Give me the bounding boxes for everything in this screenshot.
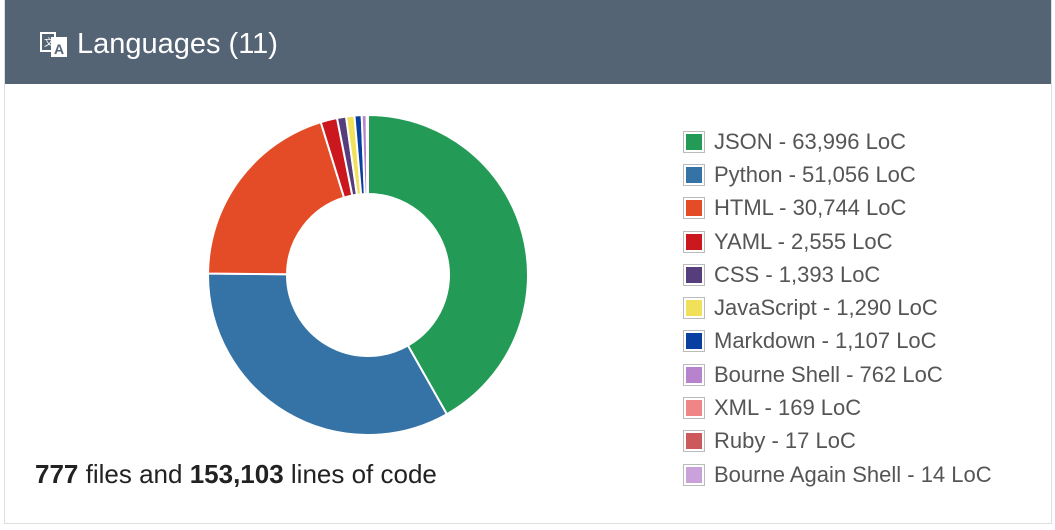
legend-swatch-color xyxy=(686,266,702,283)
legend-swatch-color xyxy=(686,133,702,150)
legend-swatch-color xyxy=(686,300,702,317)
legend-item-ruby[interactable]: Ruby - 17 LoC xyxy=(683,425,992,458)
legend-item-bourne-again-shell[interactable]: Bourne Again Shell - 14 LoC xyxy=(683,458,992,491)
legend-swatch xyxy=(683,397,705,420)
legend-swatch-color xyxy=(686,166,702,183)
legend-swatch xyxy=(683,297,705,320)
legend-item-yaml[interactable]: YAML - 2,555 LoC xyxy=(683,225,992,258)
legend-label: XML - 169 LoC xyxy=(714,395,862,421)
legend-item-javascript[interactable]: JavaScript - 1,290 LoC xyxy=(683,291,992,324)
legend-item-json[interactable]: JSON - 63,996 LoC xyxy=(683,125,992,158)
legend-item-html[interactable]: HTML - 30,744 LoC xyxy=(683,192,992,225)
lines-suffix: lines of code xyxy=(283,459,437,489)
legend-swatch-color xyxy=(686,333,702,350)
legend-swatch xyxy=(683,363,705,386)
legend-label: CSS - 1,393 LoC xyxy=(714,261,881,287)
legend-label: JavaScript - 1,290 LoC xyxy=(714,295,938,321)
legend-label: Markdown - 1,107 LoC xyxy=(714,328,937,354)
legend-label: HTML - 30,744 LoC xyxy=(714,195,907,221)
languages-donut-chart xyxy=(206,113,529,436)
donut-slice-python[interactable] xyxy=(207,272,449,436)
legend-swatch xyxy=(683,130,705,153)
legend-item-xml[interactable]: XML - 169 LoC xyxy=(683,391,992,424)
svg-text:文: 文 xyxy=(44,36,54,49)
language-count: (11) xyxy=(228,28,278,60)
legend-swatch-color xyxy=(686,466,702,483)
legend-swatch xyxy=(683,230,705,253)
legend-swatch xyxy=(683,163,705,186)
legend-swatch xyxy=(683,263,705,286)
legend-swatch xyxy=(683,330,705,353)
legend-swatch-color xyxy=(686,366,702,383)
donut-slice-json[interactable] xyxy=(367,113,529,416)
code-summary: 777 files and 153,103 lines of code xyxy=(35,458,437,490)
file-count: 777 xyxy=(35,459,79,489)
legend-swatch xyxy=(683,197,705,220)
chart-legend: JSON - 63,996 LoC Python - 51,056 LoC HTML… xyxy=(683,125,992,491)
svg-text:A: A xyxy=(54,41,64,57)
legend-label: YAML - 2,555 LoC xyxy=(714,228,893,254)
legend-label: JSON - 63,996 LoC xyxy=(714,128,906,154)
panel-header: 文 A Languages (11) xyxy=(5,0,1051,84)
panel-title-text: Languages xyxy=(77,28,221,60)
legend-swatch-color xyxy=(686,433,702,450)
legend-swatch xyxy=(683,463,705,486)
legend-swatch xyxy=(683,430,705,453)
panel-title: Languages (11) xyxy=(77,26,278,62)
files-suffix: files and xyxy=(78,459,190,489)
legend-swatch-color xyxy=(686,400,702,417)
donut-slice-html[interactable] xyxy=(206,120,346,276)
legend-label: Python - 51,056 LoC xyxy=(714,161,916,187)
legend-label: Bourne Again Shell - 14 LoC xyxy=(714,461,992,487)
legend-item-markdown[interactable]: Markdown - 1,107 LoC xyxy=(683,325,992,358)
translate-icon: 文 A xyxy=(40,32,67,57)
languages-panel: 文 A Languages (11) 777 files and 153,103 … xyxy=(4,0,1052,524)
legend-item-bourne-shell[interactable]: Bourne Shell - 762 LoC xyxy=(683,358,992,391)
legend-item-python[interactable]: Python - 51,056 LoC xyxy=(683,158,992,191)
legend-label: Bourne Shell - 762 LoC xyxy=(714,361,943,387)
legend-swatch-color xyxy=(686,233,702,250)
legend-item-css[interactable]: CSS - 1,393 LoC xyxy=(683,258,992,291)
line-count: 153,103 xyxy=(189,459,284,489)
legend-label: Ruby - 17 LoC xyxy=(714,428,856,454)
legend-swatch-color xyxy=(686,200,702,217)
